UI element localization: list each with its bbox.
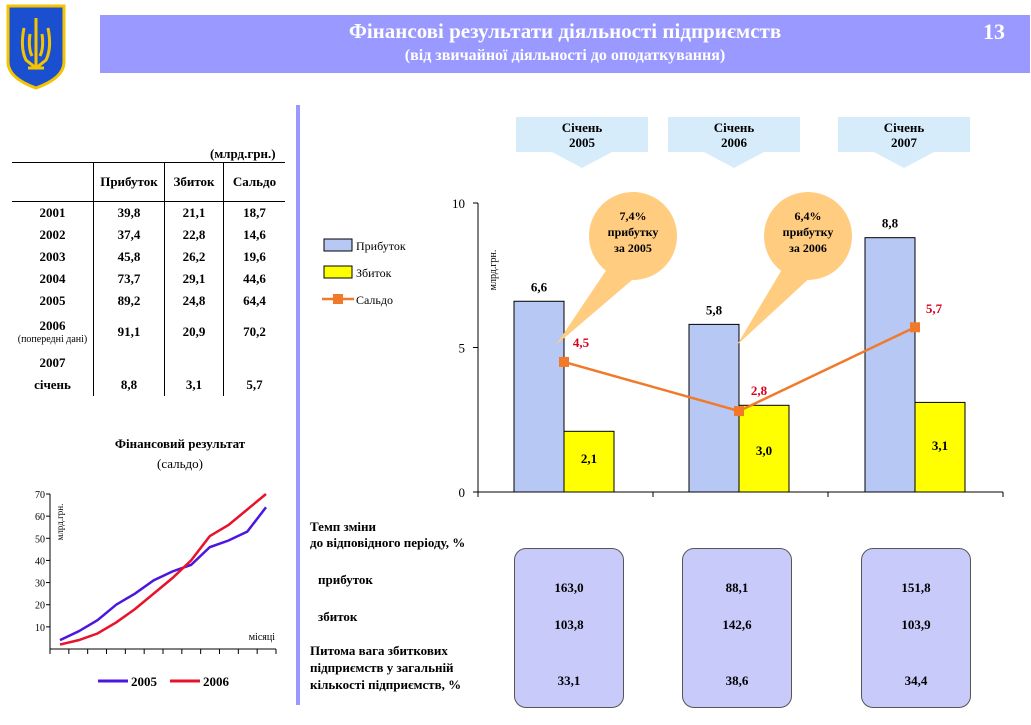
mini-y-axis-label: млрд.грн.	[55, 504, 65, 541]
rates-box-2005: 163,0 103,8 33,1	[514, 548, 624, 708]
mini-y-tick-label: 10	[35, 623, 45, 634]
period-label: 2006	[721, 135, 748, 150]
balance-value-label: 2,8	[751, 383, 768, 398]
callout-tail	[556, 266, 639, 345]
table-row: січень 8,8 3,1 5,7	[12, 374, 285, 396]
callout-text: прибутку	[783, 225, 834, 239]
loss-bar	[563, 430, 615, 493]
y-tick-label: 10	[452, 196, 465, 211]
header-banner: Фінансові результати діяльності підприєм…	[100, 15, 1030, 73]
profit-value-label: 5,8	[706, 302, 723, 317]
mini-y-tick-label: 40	[35, 556, 45, 567]
legend-loss-swatch	[323, 265, 353, 279]
legend-label: Збиток	[356, 266, 392, 280]
legend-label: Сальдо	[356, 293, 393, 307]
period-header-box	[838, 117, 970, 168]
preliminary-note: (попередні дані)	[17, 334, 88, 345]
mini-legend-label: 2006	[203, 674, 230, 689]
loss-rate-label: збиток	[318, 609, 358, 624]
table-row: 2001 39,8 21,1 18,7	[12, 201, 285, 224]
balance-marker	[734, 406, 744, 417]
column-header: Збиток	[164, 162, 224, 202]
callout-tail	[737, 266, 814, 345]
mini-y-tick-label: 60	[35, 512, 45, 523]
callout-bubble	[764, 192, 852, 280]
rates-header: Темп зміни до відповідного періоду, %	[310, 519, 466, 550]
column-header: Сальдо	[232, 174, 277, 189]
period-header-box	[668, 117, 800, 168]
table-row: 2004 73,7 29,1 44,6	[12, 268, 285, 290]
callout-text: прибутку	[608, 225, 659, 239]
loss-bar	[738, 404, 790, 493]
loss-value-label: 3,0	[756, 443, 772, 458]
callout-bubble	[589, 192, 677, 280]
period-header-box	[516, 117, 648, 168]
loss-value-label: 3,1	[932, 438, 948, 453]
period-label: Січень	[562, 120, 603, 135]
balance-line-chart: 10 20 30 40 50 60 70 млрд.грн. місяці 2005 2006	[35, 490, 277, 689]
mini-y-tick-label: 30	[35, 579, 45, 590]
callout-text: за 2006	[789, 241, 827, 255]
profit-bar	[513, 300, 565, 493]
legend-balance-marker	[333, 294, 343, 304]
page-title: Фінансові результати діяльності підприєм…	[348, 19, 782, 43]
mini-y-tick-label: 70	[35, 490, 45, 501]
callout-text: 7,4%	[620, 209, 647, 223]
balance-marker	[559, 356, 569, 367]
profit-value-label: 8,8	[882, 216, 899, 231]
period-label: Січень	[884, 120, 925, 135]
divider	[296, 105, 300, 705]
page-subtitle: (від звичайної діяльності до оподаткуван…	[404, 47, 726, 64]
legend-label: Прибуток	[356, 239, 406, 253]
period-label: 2007	[891, 135, 918, 150]
profit-value-label: 6,6	[531, 279, 548, 294]
loss-value-label: 2,1	[581, 451, 597, 466]
mini-chart-title: Фінансовий результат	[114, 436, 246, 451]
legend-profit-swatch	[323, 238, 353, 252]
profit-rate-label: прибуток	[318, 572, 373, 587]
share-label: Питома вага збиткових підприємств у зага…	[310, 643, 462, 692]
coat-of-arms-icon	[6, 4, 66, 90]
table-row: 2003 45,8 26,2 19,6	[12, 246, 285, 268]
mini-y-tick-label: 50	[35, 534, 45, 545]
column-header: Прибуток	[93, 162, 165, 202]
balance-value-label: 5,7	[926, 301, 943, 316]
period-label: 2005	[569, 135, 596, 150]
y-tick-label: 0	[459, 485, 466, 500]
rates-box-2006: 88,1 142,6 38,6	[682, 548, 792, 708]
loss-bar	[914, 401, 966, 493]
table-row: 2007	[12, 352, 285, 374]
mini-series-line	[59, 506, 267, 642]
callout-text: за 2005	[614, 241, 652, 255]
slide-number: 13	[983, 19, 1005, 44]
balance-value-label: 4,5	[573, 335, 590, 350]
financial-table: Прибуток Збиток Сальдо 2001 39,8 21,1 18,7 …	[12, 162, 285, 396]
table-header-row: Прибуток Збиток Сальдо	[12, 162, 285, 202]
mini-chart-subtitle: (сальдо)	[156, 456, 203, 471]
main-bar-chart: Січень2005Січень2006Січень20070510млрд.г…	[322, 117, 1004, 500]
balance-marker	[910, 322, 920, 333]
table-row: 2006 (попередні дані) 91,1 20,9 70,2	[12, 312, 285, 352]
rates-box-2007: 151,8 103,9 34,4	[861, 548, 971, 708]
table-row: 2002 37,4 22,8 14,6	[12, 224, 285, 246]
callout-text: 6,4%	[795, 209, 822, 223]
profit-bar	[864, 237, 916, 493]
mini-series-line	[59, 493, 267, 646]
table-unit: (млрд.грн.)	[210, 146, 276, 161]
mini-legend-label: 2005	[131, 674, 158, 689]
table-row: 2005 89,2 24,8 64,4	[12, 290, 285, 312]
mini-x-axis-label: місяці	[249, 632, 275, 643]
y-axis-label: млрд.грн.	[488, 250, 499, 291]
period-label: Січень	[714, 120, 755, 135]
y-tick-label: 5	[459, 341, 466, 356]
mini-y-tick-label: 20	[35, 601, 45, 612]
